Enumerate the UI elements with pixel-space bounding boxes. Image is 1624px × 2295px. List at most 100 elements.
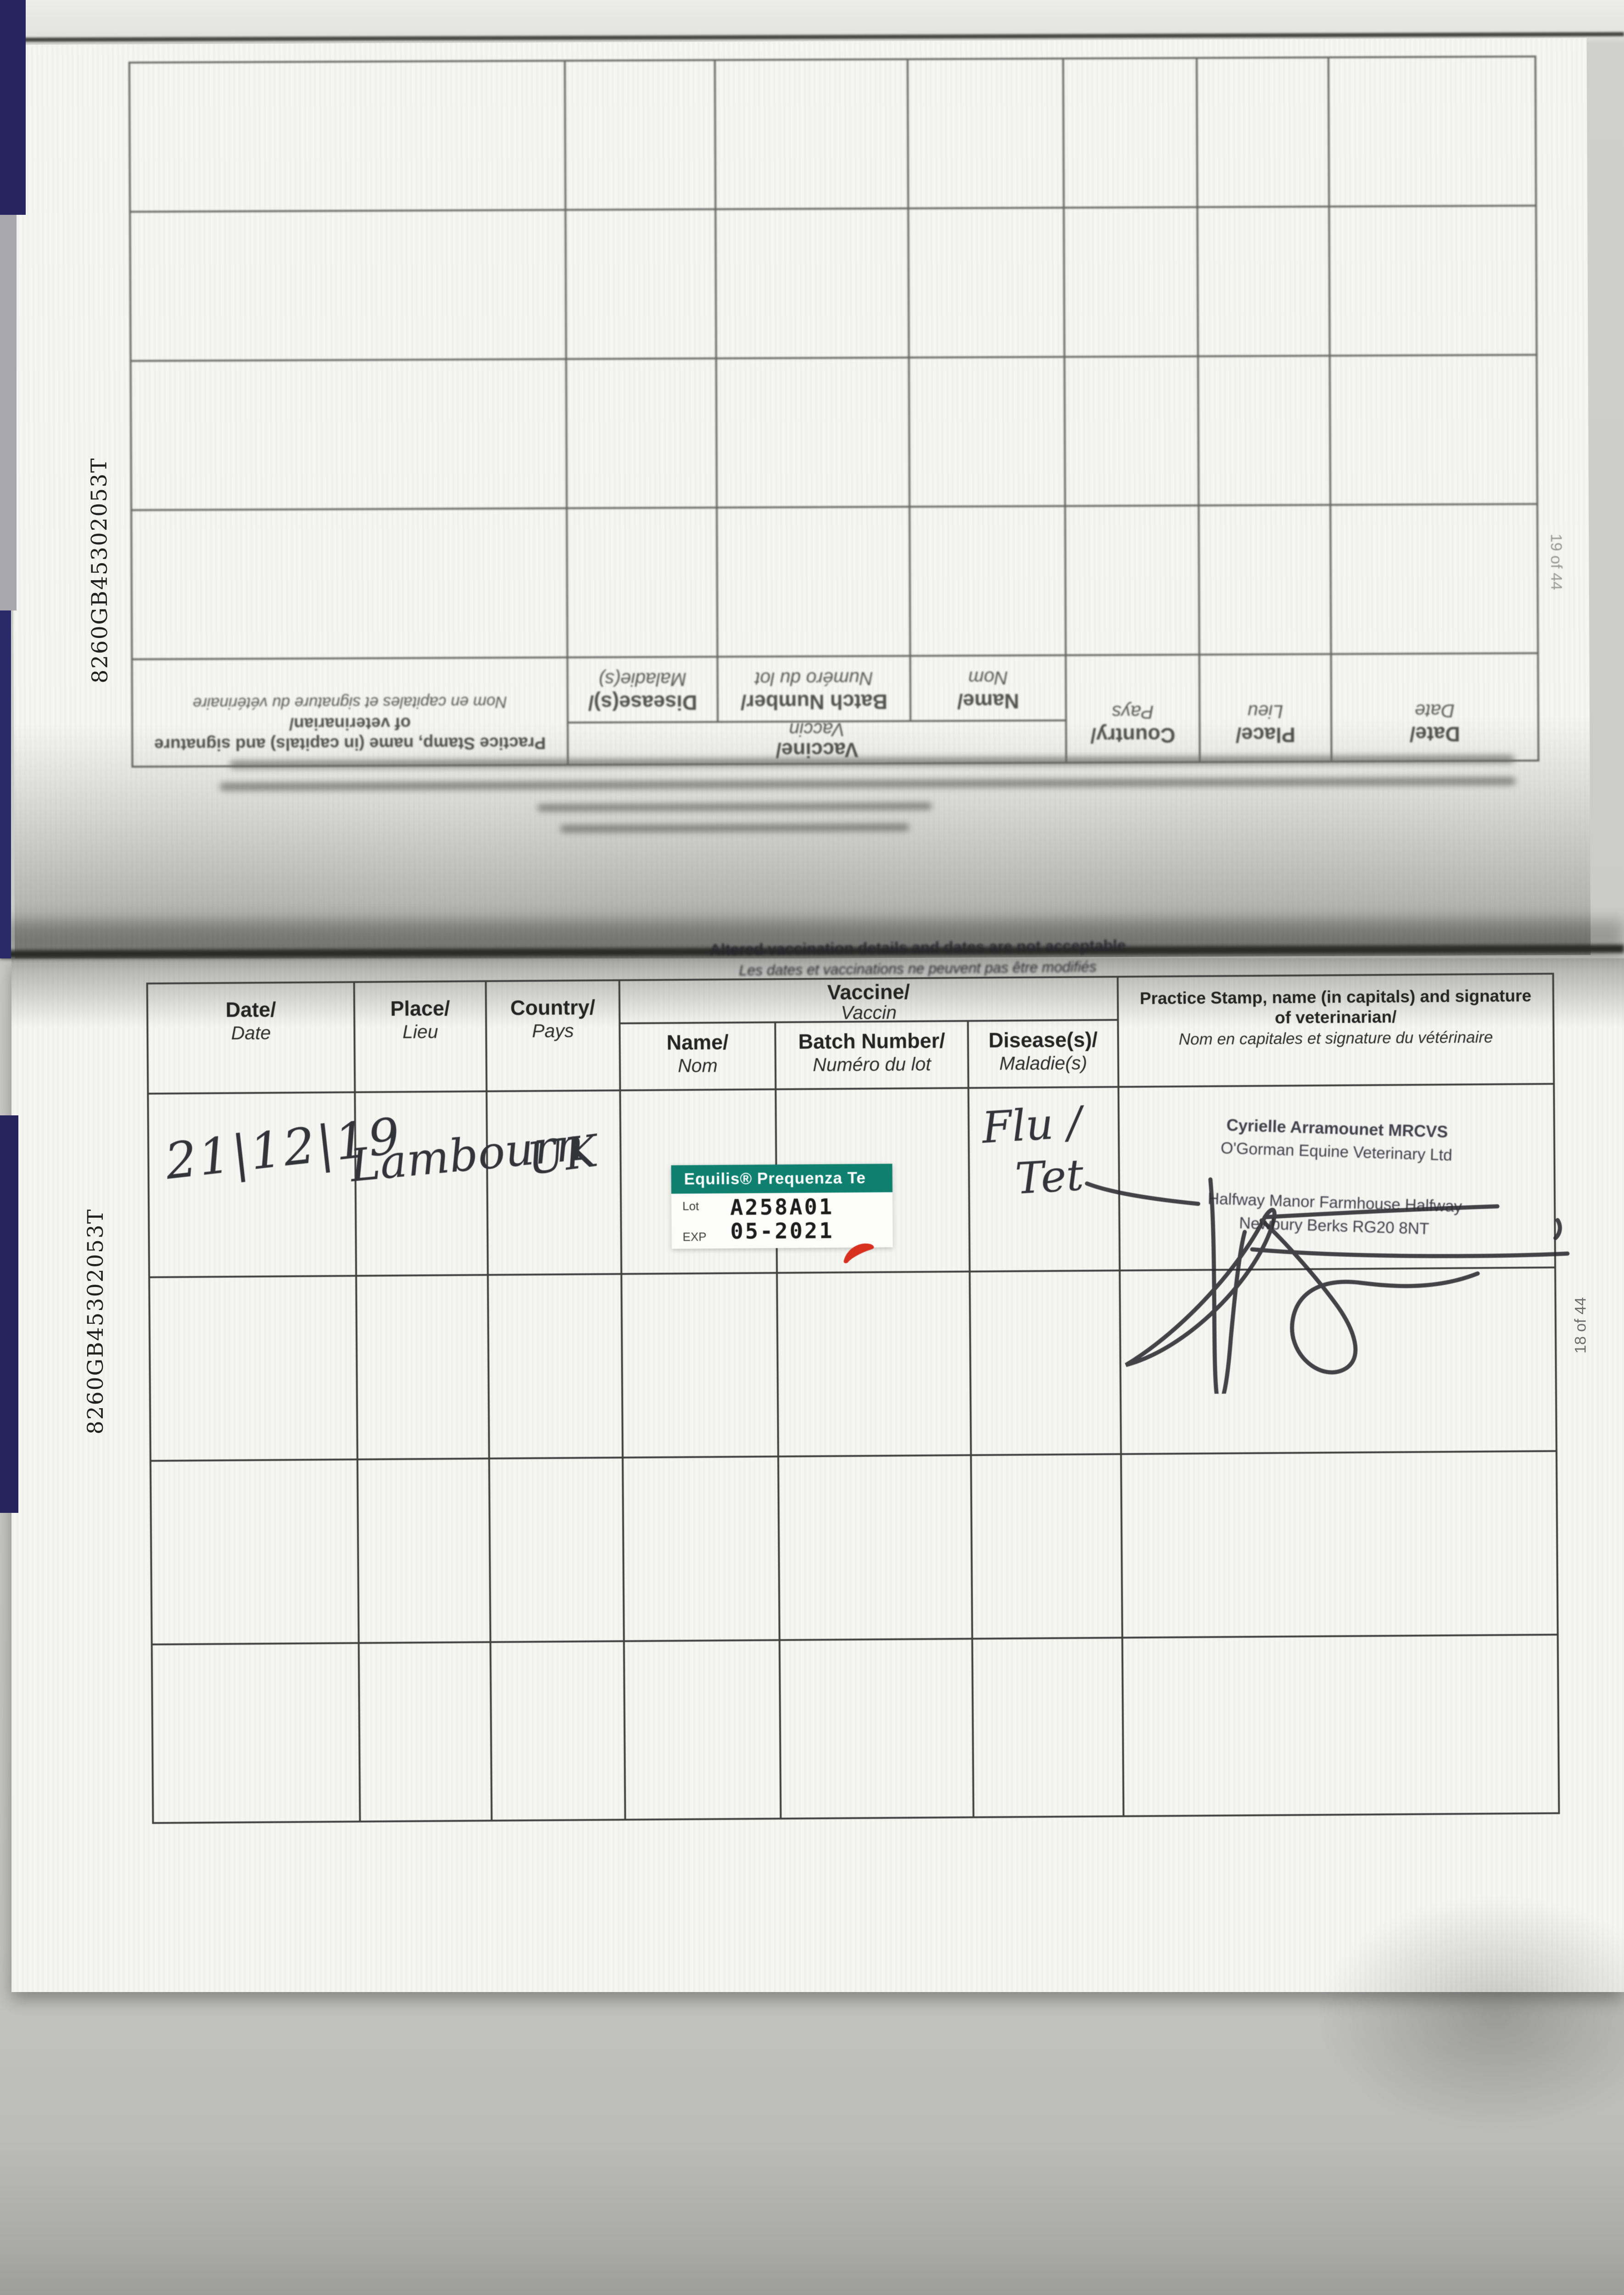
header-disease-en: Disease(s)/ xyxy=(988,1028,1098,1052)
empty-cell xyxy=(1329,505,1537,653)
empty-cell xyxy=(715,358,909,507)
header-place-fr: Lieu xyxy=(402,1021,438,1042)
header-disease-fr: Maladie(s) xyxy=(999,1052,1088,1074)
empty-cell xyxy=(1198,505,1330,654)
header-practice-en: Practice Stamp, name (in capitals) and s… xyxy=(1139,986,1532,1027)
header-practice-fr: Nom en capitales et signature du vétérin… xyxy=(1178,1028,1493,1049)
header-date-en: Date/ xyxy=(225,997,276,1022)
header-cell-batch: Batch Number/ Numéro du lot xyxy=(716,656,910,721)
empty-table-row xyxy=(152,1634,1558,1822)
page-stack-edge xyxy=(0,215,17,610)
header-cell-vaccine-group: Vaccine/ Vaccin Name/ Nom Batch Number/ … xyxy=(566,656,1066,764)
header-cell-batch: Batch Number/ Numéro du lot xyxy=(776,1022,970,1089)
header-cell-name: Name/ Nom xyxy=(620,1023,777,1090)
empty-cell xyxy=(566,508,717,657)
header-cell-vaccine-group: Vaccine/ Vaccin Name/ Nom Batch Number/ … xyxy=(620,977,1120,1090)
empty-cell xyxy=(780,1640,975,1818)
blurred-footnote-line xyxy=(560,823,910,833)
header-place-en: Place/ xyxy=(1235,723,1295,747)
header-country-en: Country/ xyxy=(510,995,596,1020)
header-disease-en: Disease(s)/ xyxy=(588,690,698,715)
empty-cell xyxy=(1122,1452,1557,1637)
empty-cell xyxy=(152,1644,361,1822)
header-date-fr: Date xyxy=(1415,700,1455,722)
empty-cell xyxy=(1328,207,1536,355)
empty-cell xyxy=(132,509,566,658)
empty-cell xyxy=(908,358,1065,506)
document-serial-number: 8260GB45302053T xyxy=(86,457,113,683)
empty-cell xyxy=(625,1641,782,1819)
empty-cell xyxy=(716,507,910,656)
empty-cell xyxy=(1328,356,1537,504)
header-vaccine-fr: Vaccin xyxy=(841,1002,897,1024)
empty-cell xyxy=(565,359,716,508)
header-date-en: Date/ xyxy=(1409,722,1460,746)
empty-cell xyxy=(778,1272,972,1456)
handwritten-disease-line2: Tet xyxy=(1014,1150,1085,1204)
header-batch-fr: Numéro du lot xyxy=(812,1053,931,1075)
sticker-lot-label: Lot xyxy=(682,1199,699,1213)
empty-cell xyxy=(490,1458,625,1641)
blurred-footnote-line xyxy=(219,777,1516,791)
empty-cell xyxy=(714,209,908,358)
header-vaccine-subrow: Name/ Nom Batch Number/ Numéro du lot Di… xyxy=(569,656,1066,722)
empty-cell xyxy=(491,1642,626,1820)
page-number: 18 of 44 xyxy=(1572,1297,1590,1354)
vaccine-sticker-body: Lot A258A01 05-2021 EXP xyxy=(671,1192,893,1264)
header-country-fr: Pays xyxy=(1111,701,1154,723)
header-place-fr: Lieu xyxy=(1247,701,1284,722)
vaccine-sticker-title: Equilis® Prequenza Te xyxy=(671,1164,893,1194)
header-cell-date: Date/ Date xyxy=(148,983,356,1093)
header-vaccine: Vaccine/ Vaccin xyxy=(620,977,1117,1024)
vaccination-entry-row: 21|12|19 Lambourn UK Equilis® Prequenza … xyxy=(149,1083,1570,1395)
header-cell-country: Country/ Pays xyxy=(1065,655,1199,762)
empty-table-row xyxy=(151,1450,1557,1644)
header-cell-country: Country/ Pays xyxy=(486,981,621,1091)
empty-cell xyxy=(132,360,566,509)
handwritten-country: UK xyxy=(524,1125,601,1185)
passport-cover-edge xyxy=(0,1115,18,1513)
sticker-lot-number: A258A01 xyxy=(730,1194,834,1220)
empty-table-row xyxy=(131,207,1536,362)
empty-cell xyxy=(1123,1635,1558,1815)
entry-cell-practice-stamp: Cyrielle Arramounet MRCVS O'Gorman Equin… xyxy=(1085,1085,1570,1395)
veterinarian-signature xyxy=(1085,1177,1570,1395)
header-name-en: Name/ xyxy=(957,689,1020,713)
empty-cell xyxy=(971,1455,1123,1638)
entry-cell-vaccine-name: Equilis® Prequenza Te Lot A258A01 05-202… xyxy=(621,1090,893,1273)
empty-cell xyxy=(1195,58,1328,207)
header-vaccine-fr: Vaccin xyxy=(789,719,845,740)
handwritten-disease-line1: Flu / xyxy=(980,1097,1083,1153)
header-cell-practice: Practice Stamp, name (in capitals) and s… xyxy=(133,658,567,766)
header-cell-place: Place/ Lieu xyxy=(355,982,488,1092)
header-vaccine-en: Vaccine/ xyxy=(827,980,910,1004)
empty-cell xyxy=(714,60,908,208)
empty-cell xyxy=(1327,57,1535,206)
header-country-fr: Pays xyxy=(532,1020,574,1041)
passport-cover-edge xyxy=(0,0,26,215)
empty-cell xyxy=(151,1460,360,1644)
page-number: 19 of 44 xyxy=(1547,533,1565,590)
page-18: Date/ Date Place/ Lieu Country/ Pays Vac… xyxy=(11,958,1624,1992)
empty-table-row xyxy=(132,505,1537,661)
empty-cell xyxy=(623,1457,781,1640)
empty-cell xyxy=(131,211,565,360)
passport-cover-edge xyxy=(0,610,11,958)
empty-table-row xyxy=(131,356,1537,511)
header-batch-fr: Numéro du lot xyxy=(754,668,873,690)
header-date-fr: Date xyxy=(231,1022,271,1044)
empty-cell xyxy=(489,1275,624,1458)
sticker-red-swoosh-icon xyxy=(843,1243,874,1264)
empty-cell xyxy=(357,1276,490,1459)
header-practice-fr: Nom en capitales et signature du vétérin… xyxy=(192,693,507,712)
header-cell-practice: Practice Stamp, name (in capitals) and s… xyxy=(1119,974,1553,1086)
flipped-vaccination-table-wrap: Date/ Date Place/ Lieu Country/ Pays Vac… xyxy=(128,55,1540,768)
empty-cell xyxy=(973,1638,1125,1817)
empty-cell xyxy=(1063,208,1197,356)
blurred-footnote-line xyxy=(537,802,932,812)
header-cell-disease: Disease(s)/ Maladie(s) xyxy=(969,1021,1117,1087)
handwritten-disease: Flu / Tet xyxy=(981,1097,1087,1208)
header-disease-fr: Maladie(s) xyxy=(598,668,687,690)
table-header-row: Date/ Date Place/ Lieu Country/ Pays Vac… xyxy=(133,654,1538,766)
